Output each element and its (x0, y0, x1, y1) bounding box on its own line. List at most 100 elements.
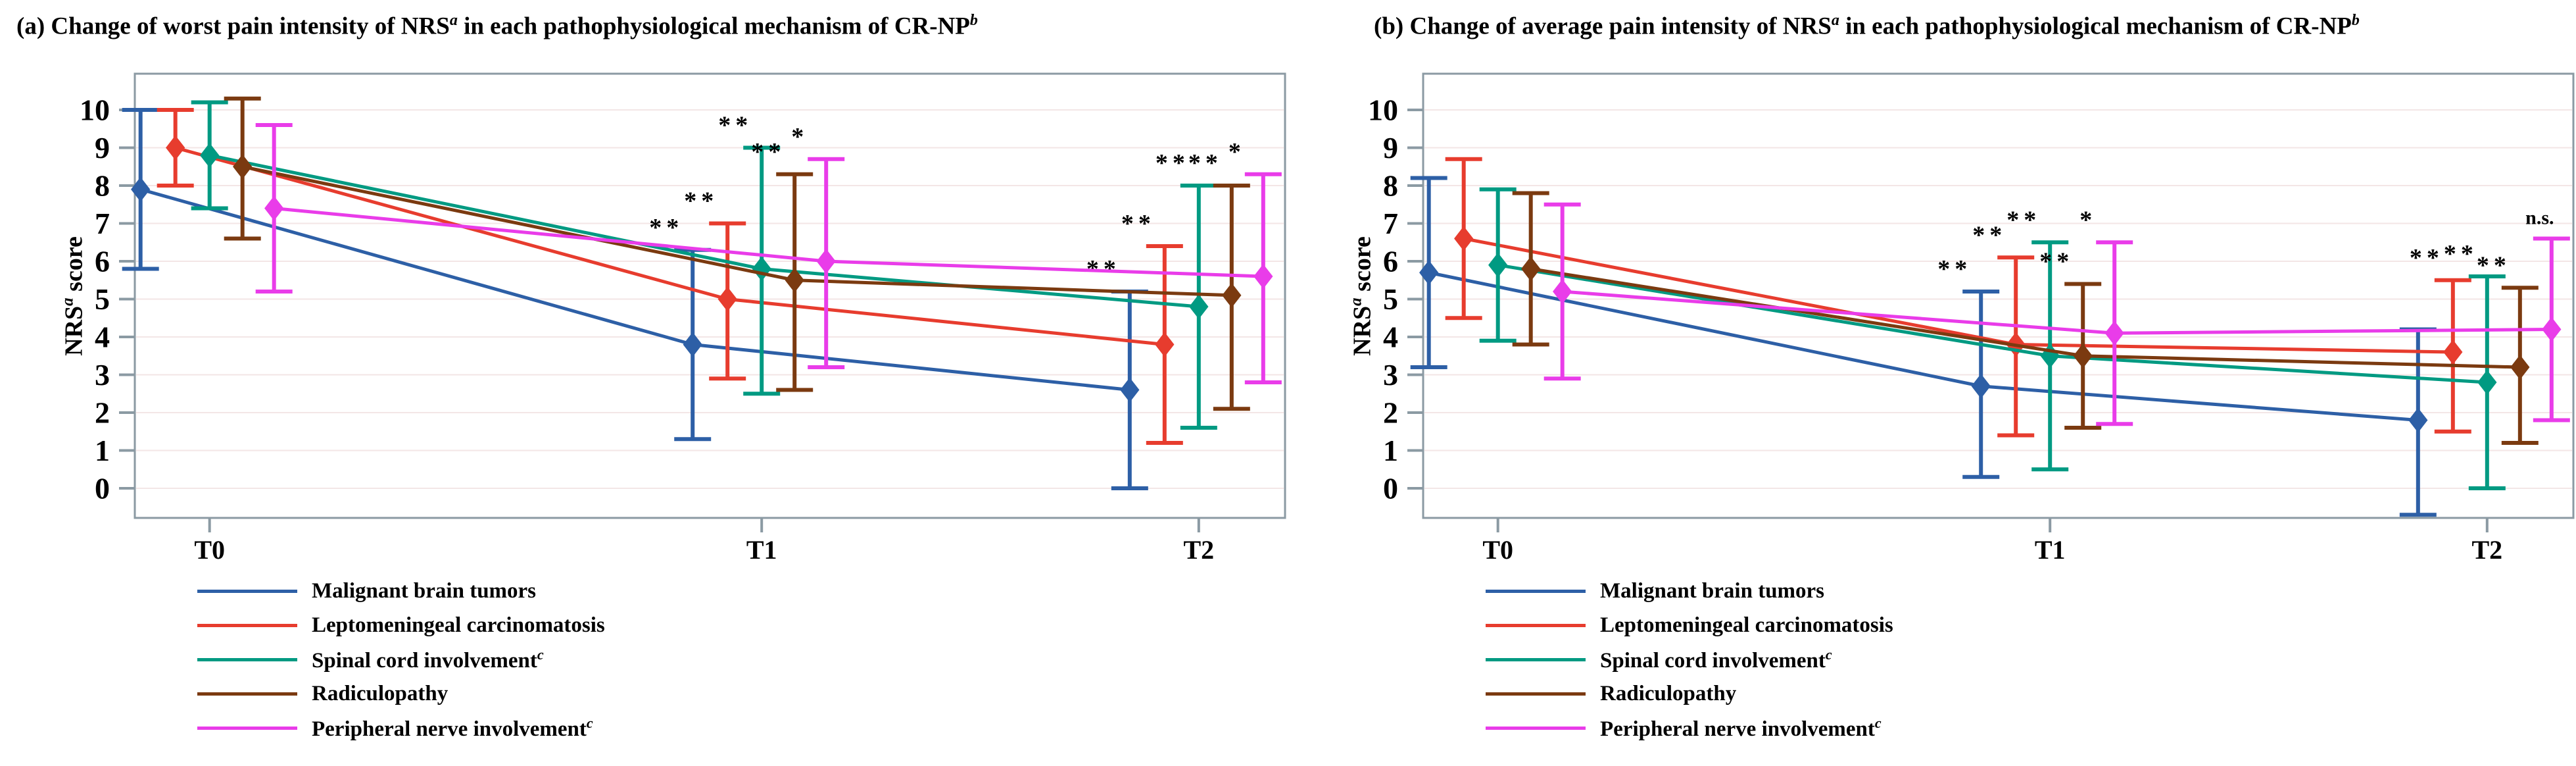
data-point-diamond (816, 249, 836, 274)
y-tick-label: 2 (95, 396, 110, 430)
y-tick-label: 6 (95, 245, 110, 278)
legend-label: Radiculopathy (312, 681, 449, 705)
y-tick-label: 0 (95, 472, 110, 505)
data-point-diamond (2104, 320, 2124, 346)
legend-swatch (1486, 589, 1586, 593)
data-point-diamond (166, 135, 185, 161)
legend-item: Spinal cord involvementc (1486, 642, 1893, 677)
series-line (1428, 270, 2419, 422)
data-point-diamond (1120, 377, 1140, 403)
significance-marker: * (1228, 138, 1246, 166)
panel-a: (a) Change of worst pain intensity of NR… (16, 12, 1286, 745)
significance-marker: ** (718, 112, 752, 140)
plot-frame (134, 72, 1286, 519)
significance-marker: * (791, 123, 808, 151)
panel-a-title: (a) Change of worst pain intensity of NR… (16, 12, 978, 40)
data-point-diamond (1253, 264, 1273, 289)
legend-item: Malignant brain tumors (197, 574, 605, 608)
y-tick-label: 4 (95, 320, 110, 354)
y-tick-label: 5 (1383, 282, 1398, 316)
legend-b: Malignant brain tumors Leptomeningeal car… (1486, 574, 1893, 745)
x-tick-label: T1 (2035, 535, 2066, 565)
legend-label: Leptomeningeal carcinomatosis (1600, 613, 1893, 637)
legend-item: Peripheral nerve involvementc (197, 711, 605, 745)
y-tick-label: 9 (1383, 131, 1398, 165)
data-point-diamond (1189, 294, 1209, 319)
y-tick-label: 3 (1383, 358, 1398, 392)
plot-frame (1422, 72, 2575, 519)
significance-marker: ** (684, 188, 718, 215)
legend-a: Malignant brain tumors Leptomeningeal car… (197, 574, 605, 745)
legend-item: Radiculopathy (197, 677, 605, 711)
significance-marker: ** (2039, 248, 2074, 276)
data-point-diamond (1553, 279, 1572, 304)
panel-b: (b) Change of average pain intensity of … (1288, 0, 2576, 766)
legend-swatch (1486, 623, 1586, 627)
x-tick-label: T0 (194, 535, 225, 565)
legend-swatch (197, 726, 297, 730)
legend-label-superscript: c (1825, 646, 1832, 663)
legend-label: Peripheral nerve involvementc (312, 714, 593, 741)
significance-marker: ** (1937, 255, 1972, 283)
data-point-diamond (717, 286, 737, 312)
data-point-diamond (200, 143, 220, 168)
significance-marker: * (2079, 206, 2097, 234)
y-tick-label: 5 (95, 282, 110, 316)
legend-label-superscript: c (537, 646, 544, 663)
significance-marker: ** (1188, 149, 1223, 177)
significance-marker: ** (2444, 240, 2478, 268)
y-tick-label: 8 (95, 169, 110, 203)
significance-marker: ** (1155, 149, 1190, 177)
legend-item: Spinal cord involvementc (197, 642, 605, 677)
data-point-diamond (683, 332, 702, 357)
legend-swatch (1486, 726, 1586, 730)
data-point-diamond (2510, 355, 2530, 380)
y-tick-label: 2 (1383, 396, 1398, 430)
y-tick-label: 10 (1368, 93, 1398, 127)
y-tick-label: 3 (95, 358, 110, 392)
legend-label-superscript: c (1874, 714, 1882, 731)
legend-item: Malignant brain tumors (1486, 574, 1893, 608)
data-point-diamond (264, 195, 284, 221)
x-tick-label: T2 (1183, 535, 1214, 565)
legend-item: Leptomeningeal carcinomatosis (1486, 608, 1893, 642)
y-tick-label: 8 (1383, 169, 1398, 203)
legend-label: Leptomeningeal carcinomatosis (312, 613, 605, 637)
y-tick-label: 1 (95, 434, 110, 467)
x-tick-label: T2 (2471, 535, 2502, 565)
legend-label: Peripheral nerve involvementc (1600, 714, 1882, 741)
legend-item: Radiculopathy (1486, 677, 1893, 711)
significance-marker: ** (1972, 221, 2006, 249)
panel-b-title: (b) Change of average pain intensity of … (1374, 12, 2360, 40)
data-point-diamond (752, 256, 771, 282)
data-point-diamond (2073, 343, 2093, 369)
y-tick-label: 6 (1383, 245, 1398, 278)
data-point-diamond (2542, 317, 2562, 342)
legend-label: Spinal cord involvementc (312, 646, 544, 673)
data-point-diamond (1488, 252, 1508, 278)
significance-marker: ** (2410, 244, 2444, 272)
data-point-diamond (233, 154, 253, 180)
data-point-diamond (785, 267, 804, 293)
data-point-diamond (2477, 370, 2497, 395)
y-tick-label: 9 (95, 131, 110, 165)
data-point-diamond (1222, 282, 1242, 308)
data-point-diamond (1971, 373, 1991, 399)
legend-label: Spinal cord involvementc (1600, 646, 1832, 673)
data-point-diamond (1454, 226, 1474, 251)
y-tick-label: 10 (80, 93, 110, 127)
legend-label-superscript: c (586, 714, 593, 731)
data-point-diamond (2040, 343, 2060, 369)
significance-marker: n.s. (2525, 207, 2554, 229)
y-tick-label: 7 (95, 207, 110, 240)
legend-label: Radiculopathy (1600, 681, 1737, 705)
data-point-diamond (2408, 407, 2428, 433)
legend-swatch (1486, 657, 1586, 661)
legend-swatch (197, 623, 297, 627)
significance-marker: ** (2477, 251, 2511, 279)
data-point-diamond (131, 176, 151, 202)
data-point-diamond (2443, 340, 2463, 365)
